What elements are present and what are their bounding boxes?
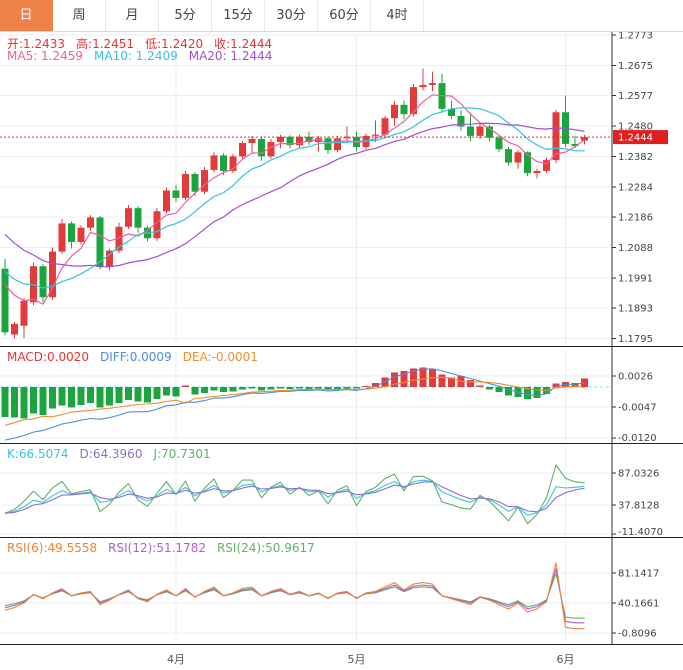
period-tab-15分[interactable]: 15分	[212, 0, 265, 31]
d-line	[4, 481, 585, 514]
period-tab-30分[interactable]: 30分	[265, 0, 318, 31]
svg-text:1.2675: 1.2675	[618, 61, 653, 72]
kdj-readout-item: K:66.5074	[7, 447, 69, 461]
ma-lines	[4, 94, 585, 305]
macd-readout-item: MACD:0.0020	[7, 350, 90, 364]
x-axis-label-4月: 4月	[167, 653, 185, 666]
y-axis-labels: 0.0026 -0.0047 -0.0120	[612, 372, 657, 443]
svg-text:1.1795: 1.1795	[618, 334, 653, 345]
current-price-tag: 1.2444	[613, 130, 668, 145]
period-tab-60分[interactable]: 60分	[318, 0, 371, 31]
period-tab-5分[interactable]: 5分	[159, 0, 212, 31]
gridlines	[0, 32, 613, 346]
kdj-panel[interactable]: 87.0326 37.8128 -11.4070	[0, 444, 683, 537]
svg-text:81.1417: 81.1417	[618, 569, 659, 580]
rsi-readout: RSI(6):49.5558 RSI(12):51.1782 RSI(24):50.…	[7, 541, 326, 555]
svg-text:-0.0047: -0.0047	[618, 403, 657, 414]
macd-readout-item: DEA:-0.0001	[182, 350, 258, 364]
period-tab-4时[interactable]: 4时	[371, 0, 424, 31]
svg-text:-0.0120: -0.0120	[618, 433, 657, 443]
ma-readout-item: MA5: 1.2459	[7, 49, 84, 63]
gridlines	[0, 347, 613, 443]
rsi-readout-item: RSI(12):51.1782	[108, 541, 206, 555]
ohlc-readout-item: 开:1.2433	[7, 37, 66, 51]
svg-text:1.2088: 1.2088	[618, 243, 653, 254]
svg-text:87.0326: 87.0326	[618, 469, 659, 480]
svg-text:40.1661: 40.1661	[618, 599, 659, 610]
ohlc-readout-item: 低:1.2420	[145, 37, 204, 51]
ohlc-readout: 开:1.2433 高:1.2451 低:1.2420 收:1.2444	[7, 35, 283, 52]
svg-text:1.2444: 1.2444	[618, 133, 653, 144]
main-price-chart[interactable]: 1.2773 1.2675 1.2577 1.2480 1.2382 1.2284 1.21…	[0, 32, 683, 346]
svg-text:1.1893: 1.1893	[618, 304, 653, 315]
ma-readout: MA5: 1.2459 MA10: 1.2409 MA20: 1.2444	[7, 49, 283, 63]
candles	[1, 68, 588, 339]
svg-text:0.0026: 0.0026	[618, 372, 653, 383]
x-axis-label-6月: 6月	[556, 653, 575, 666]
svg-text:1.2382: 1.2382	[618, 152, 653, 163]
svg-text:1.2577: 1.2577	[618, 91, 653, 102]
y-axis-labels: 87.0326 37.8128 -11.4070	[612, 469, 663, 537]
svg-text:-11.4070: -11.4070	[618, 527, 663, 537]
macd-readout-item: DIFF:0.0009	[100, 350, 172, 364]
macd-panel[interactable]: 0.0026 -0.0047 -0.0120	[0, 347, 683, 443]
period-tabbar: 日周月 5分 15分 30分 60分 4时	[0, 0, 683, 32]
kdj-readout: K:66.5074 D:64.3960 J:70.7301	[7, 447, 222, 461]
rsi6-line	[4, 562, 585, 630]
svg-text:37.8128: 37.8128	[618, 501, 659, 512]
ma-readout-item: MA10: 1.2409	[94, 49, 178, 63]
ohlc-readout-item: 收:1.2444	[214, 37, 273, 51]
rsi-readout-item: RSI(24):50.9617	[216, 541, 315, 555]
svg-text:1.2186: 1.2186	[618, 213, 653, 224]
y-axis-labels: 1.2773 1.2675 1.2577 1.2480 1.2382 1.2284 1.21…	[612, 32, 653, 345]
svg-text:1.1991: 1.1991	[618, 273, 653, 284]
kdj-readout-item: D:64.3960	[79, 447, 143, 461]
time-axis: 4月 5月 6月	[0, 645, 683, 670]
ohlc-readout-item: 高:1.2451	[76, 37, 135, 51]
ma-readout-item: MA20: 1.2444	[188, 49, 273, 63]
gridlines	[0, 444, 613, 537]
svg-text:1.2773: 1.2773	[618, 32, 653, 42]
period-tab-周[interactable]: 周	[53, 0, 106, 31]
svg-text:1.2284: 1.2284	[618, 182, 653, 193]
k-line	[4, 479, 585, 516]
rsi-readout-item: RSI(6):49.5558	[7, 541, 98, 555]
period-tab-日[interactable]: 日	[0, 0, 53, 31]
svg-text:-0.8096: -0.8096	[618, 629, 657, 640]
j-line	[4, 464, 585, 525]
diff-line	[4, 368, 585, 441]
rsi-panel[interactable]: 81.1417 40.1661 -0.8096	[0, 538, 683, 644]
period-tab-月[interactable]: 月	[106, 0, 159, 31]
x-axis-label-5月: 5月	[347, 653, 366, 666]
kdj-readout-item: J:70.7301	[153, 447, 211, 461]
svg-text:1.2480: 1.2480	[618, 122, 653, 133]
macd-readout: MACD:0.0020 DIFF:0.0009 DEA:-0.0001	[7, 350, 269, 364]
rsi24-line	[4, 572, 585, 619]
rsi12-line	[4, 568, 585, 624]
dea-line	[4, 376, 585, 426]
y-axis-labels: 81.1417 40.1661 -0.8096	[612, 569, 659, 640]
